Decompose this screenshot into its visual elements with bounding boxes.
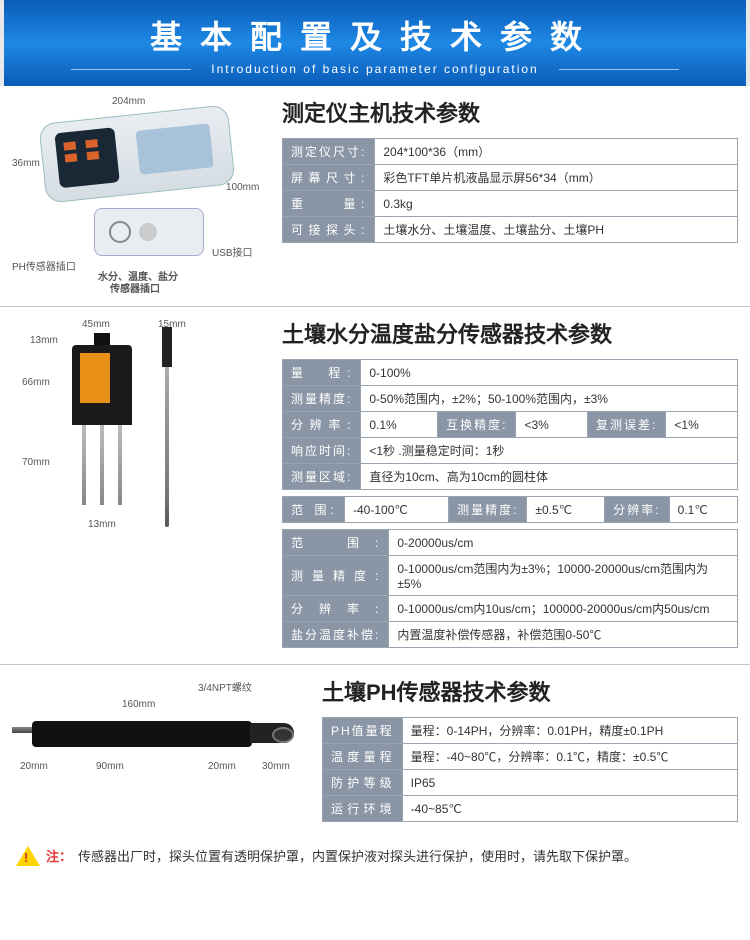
connector-view	[94, 208, 204, 256]
spec-value: 0-50%范围内，±2%；50-100%范围内，±3%	[361, 386, 738, 412]
dim-c: 20mm	[208, 761, 236, 772]
spec-value: 0.1℃	[669, 497, 737, 523]
thin-probe	[162, 327, 172, 367]
spec-value: 204*100*36（mm）	[375, 139, 738, 165]
spec-label: PH值量程	[323, 718, 403, 744]
spec-value: 彩色TFT单片机液晶显示屏56*34（mm）	[375, 165, 738, 191]
spec-value: 量程：0-14PH，分辨率：0.01PH，精度±0.1PH	[402, 718, 737, 744]
spec-value: IP65	[402, 770, 737, 796]
spec-label: 测定仪尺寸:	[283, 139, 375, 165]
spec-label: 防护等级	[323, 770, 403, 796]
spec-value: 0-100%	[361, 360, 738, 386]
note-text: 传感器出厂时，探头位置有透明保护罩，内置保护液对探头进行保护，使用时，请先取下保…	[78, 846, 637, 865]
dim-depth: 36mm	[12, 158, 40, 169]
spec-value: 0-20000us/cm	[389, 530, 738, 556]
dim-h3: 70mm	[22, 457, 50, 468]
spec-label: 分辨率:	[605, 497, 669, 523]
spec-label: 可接探头:	[283, 217, 375, 243]
dim-h2: 66mm	[22, 377, 50, 388]
spec-value: -40~85℃	[402, 796, 737, 822]
spec-label: 复测误差:	[588, 412, 666, 438]
dim-thread: 3/4NPT螺纹	[198, 679, 252, 694]
section-soil-sensor: 45mm 15mm 13mm 66mm 70mm 13mm 土壤水分温度盐分传感…	[0, 307, 750, 665]
host-unit-image: 204mm 36mm 100mm PH传感器插口 USB接口 水分、温度、盐分 …	[12, 96, 272, 296]
spec-label: 温度量程	[323, 744, 403, 770]
section3-title: 土壤PH传感器技术参数	[322, 675, 738, 707]
spec-value: <1%	[666, 412, 738, 438]
spec-value: 内置温度补偿传感器，补偿范围0-50℃	[389, 622, 738, 648]
probe-pin	[118, 425, 122, 505]
spec-value: 土壤水分、土壤温度、土壤盐分、土壤PH	[375, 217, 738, 243]
spec-label: 范 围:	[283, 497, 345, 523]
probe-pin	[100, 425, 104, 505]
spec-label: 屏幕尺寸:	[283, 165, 375, 191]
spec-label: 盐分温度补偿:	[283, 622, 389, 648]
temp-table: 范 围:-40-100℃ 测量精度:±0.5℃ 分辨率:0.1℃	[282, 496, 738, 523]
handheld-device	[38, 104, 235, 203]
probe-pin	[82, 425, 86, 505]
spec-label: 测量精度:	[449, 497, 527, 523]
host-spec-table: 测定仪尺寸:204*100*36（mm） 屏幕尺寸:彩色TFT单片机液晶显示屏5…	[282, 138, 738, 243]
spec-label: 分辨率:	[283, 596, 389, 622]
spec-label: 测量精度:	[283, 386, 361, 412]
label-ph-port: PH传感器插口	[12, 258, 76, 273]
dim-b: 90mm	[96, 761, 124, 772]
spec-label: 量 程:	[283, 360, 361, 386]
section1-title: 测定仪主机技术参数	[282, 96, 738, 128]
spec-value: 0-10000us/cm范围内为±3%；10000-20000us/cm范围内为…	[389, 556, 738, 596]
label-multi2: 传感器插口	[110, 280, 160, 295]
note-label: 注：	[46, 846, 72, 865]
dim-total: 160mm	[122, 699, 155, 710]
spec-label: 响应时间:	[283, 438, 361, 464]
soil-sensor-image: 45mm 15mm 13mm 66mm 70mm 13mm	[12, 317, 272, 547]
salt-table: 范 围:0-20000us/cm 测量精度:0-10000us/cm范围内为±3…	[282, 529, 738, 648]
dim-width: 204mm	[112, 96, 145, 107]
header-title-en: Introduction of basic parameter configur…	[191, 62, 558, 76]
ph-sensor-image: 3/4NPT螺纹 160mm 20mm 90mm 20mm 30mm	[12, 675, 312, 785]
header-title-zh: 基本配置及技术参数	[4, 12, 746, 58]
footer-note: ! 注： 传感器出厂时，探头位置有透明保护罩，内置保护液对探头进行保护，使用时，…	[0, 838, 750, 880]
dim-h4: 13mm	[88, 519, 116, 530]
spec-value: 0-10000us/cm内10us/cm；100000-20000us/cm内5…	[389, 596, 738, 622]
spec-value: <1秒 .测量稳定时间：1秒	[361, 438, 738, 464]
spec-value: 量程：-40~80℃，分辨率：0.1℃，精度：±0.5℃	[402, 744, 737, 770]
moisture-table: 量 程:0-100% 测量精度:0-50%范围内，±2%；50-100%范围内，…	[282, 359, 738, 490]
page-header: 基本配置及技术参数 Introduction of basic paramete…	[0, 0, 750, 86]
dim-a: 20mm	[20, 761, 48, 772]
warning-icon: !	[16, 846, 40, 866]
spec-label: 测量区域:	[283, 464, 361, 490]
section2-title: 土壤水分温度盐分传感器技术参数	[282, 317, 738, 349]
section-ph-sensor: 3/4NPT螺纹 160mm 20mm 90mm 20mm 30mm 土壤PH传…	[0, 665, 750, 838]
dim-height: 100mm	[226, 182, 259, 193]
label-usb: USB接口	[212, 244, 253, 259]
spec-label: 互换精度:	[438, 412, 516, 438]
spec-label: 重 量:	[283, 191, 375, 217]
spec-value: 直径为10cm、高为10cm的圆柱体	[361, 464, 738, 490]
spec-label: 运行环境	[323, 796, 403, 822]
spec-label: 范 围:	[283, 530, 389, 556]
probe-body	[72, 345, 132, 425]
spec-value: <3%	[516, 412, 588, 438]
spec-value: 0.3kg	[375, 191, 738, 217]
ph-spec-table: PH值量程量程：0-14PH，分辨率：0.01PH，精度±0.1PH 温度量程量…	[322, 717, 738, 822]
dim-w1: 45mm	[82, 319, 110, 330]
section-host-unit: 204mm 36mm 100mm PH传感器插口 USB接口 水分、温度、盐分 …	[0, 86, 750, 307]
spec-value: -40-100℃	[345, 497, 449, 523]
spec-label: 分辨率:	[283, 412, 361, 438]
spec-value: ±0.5℃	[527, 497, 605, 523]
dim-d: 30mm	[262, 761, 290, 772]
spec-value: 0.1%	[361, 412, 438, 438]
ph-cable	[12, 727, 34, 733]
ph-body	[32, 721, 252, 747]
dim-h1: 13mm	[30, 335, 58, 346]
spec-label: 测量精度:	[283, 556, 389, 596]
ph-tip	[250, 723, 294, 743]
